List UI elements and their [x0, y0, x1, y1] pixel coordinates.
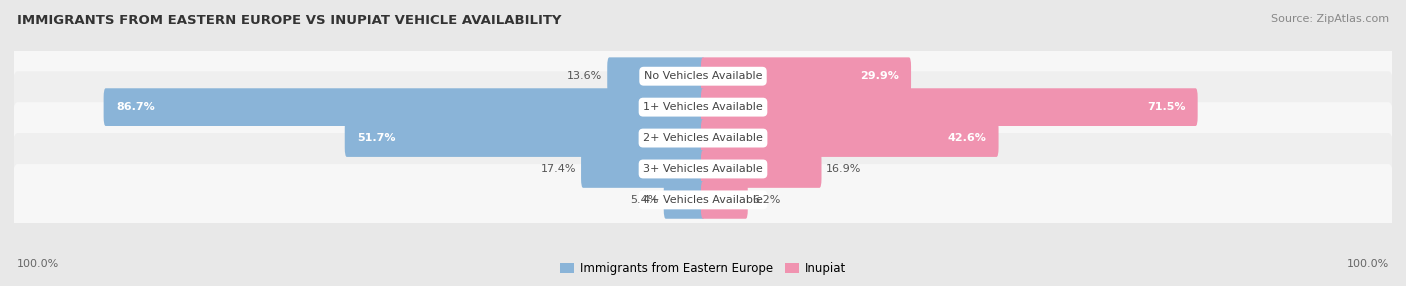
Text: IMMIGRANTS FROM EASTERN EUROPE VS INUPIAT VEHICLE AVAILABILITY: IMMIGRANTS FROM EASTERN EUROPE VS INUPIA… — [17, 14, 561, 27]
FancyBboxPatch shape — [702, 181, 748, 219]
Text: 16.9%: 16.9% — [827, 164, 862, 174]
Text: 2+ Vehicles Available: 2+ Vehicles Available — [643, 133, 763, 143]
Text: 17.4%: 17.4% — [541, 164, 576, 174]
Legend: Immigrants from Eastern Europe, Inupiat: Immigrants from Eastern Europe, Inupiat — [555, 258, 851, 280]
Text: 100.0%: 100.0% — [1347, 259, 1389, 269]
Text: 51.7%: 51.7% — [357, 133, 395, 143]
FancyBboxPatch shape — [13, 133, 1393, 205]
FancyBboxPatch shape — [581, 150, 704, 188]
Text: 1+ Vehicles Available: 1+ Vehicles Available — [643, 102, 763, 112]
FancyBboxPatch shape — [664, 181, 704, 219]
FancyBboxPatch shape — [13, 102, 1393, 174]
FancyBboxPatch shape — [13, 40, 1393, 112]
Text: Source: ZipAtlas.com: Source: ZipAtlas.com — [1271, 14, 1389, 24]
FancyBboxPatch shape — [607, 57, 704, 95]
FancyBboxPatch shape — [13, 164, 1393, 236]
Text: No Vehicles Available: No Vehicles Available — [644, 71, 762, 81]
Text: 29.9%: 29.9% — [860, 71, 898, 81]
Text: 42.6%: 42.6% — [948, 133, 986, 143]
Text: 4+ Vehicles Available: 4+ Vehicles Available — [643, 195, 763, 205]
Text: 6.2%: 6.2% — [752, 195, 780, 205]
Text: 100.0%: 100.0% — [17, 259, 59, 269]
FancyBboxPatch shape — [702, 88, 1198, 126]
FancyBboxPatch shape — [13, 71, 1393, 143]
FancyBboxPatch shape — [344, 119, 704, 157]
Text: 13.6%: 13.6% — [567, 71, 602, 81]
Text: 3+ Vehicles Available: 3+ Vehicles Available — [643, 164, 763, 174]
FancyBboxPatch shape — [702, 150, 821, 188]
Text: 71.5%: 71.5% — [1147, 102, 1185, 112]
FancyBboxPatch shape — [104, 88, 704, 126]
Text: 5.4%: 5.4% — [630, 195, 659, 205]
FancyBboxPatch shape — [702, 57, 911, 95]
FancyBboxPatch shape — [702, 119, 998, 157]
Text: 86.7%: 86.7% — [117, 102, 155, 112]
